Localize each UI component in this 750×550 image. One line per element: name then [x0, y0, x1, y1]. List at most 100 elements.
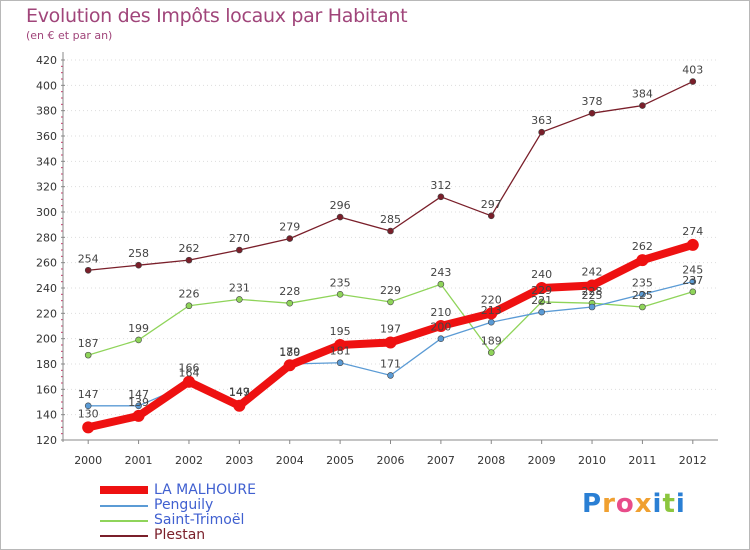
data-label: 220 [481, 293, 502, 306]
data-point [689, 288, 697, 296]
data-label: 149 [229, 385, 250, 398]
data-point [182, 375, 195, 388]
data-label: 187 [78, 337, 99, 350]
logo-letter: t [662, 489, 676, 519]
logo-letter: r [602, 489, 616, 519]
data-label: 296 [330, 199, 351, 212]
data-point [639, 303, 646, 311]
data-label: 228 [279, 285, 300, 298]
data-point [135, 336, 142, 344]
data-label: 240 [531, 268, 552, 281]
data-label: 225 [632, 289, 653, 302]
legend-label: LA MALHOURE [154, 482, 256, 498]
data-label: 147 [128, 388, 149, 401]
legend-label: Saint-Trimoël [154, 512, 245, 528]
data-point [586, 279, 599, 292]
data-point [185, 256, 193, 264]
data-point [236, 296, 243, 303]
data-label: 199 [128, 322, 149, 335]
x-tick-label: 2000 [74, 454, 102, 467]
data-label: 403 [682, 64, 703, 77]
data-label: 180 [279, 346, 300, 359]
legend-swatch [100, 535, 148, 537]
data-point [437, 280, 445, 288]
data-label: 221 [531, 294, 552, 307]
data-label: 312 [430, 179, 451, 192]
data-label: 200 [430, 321, 451, 334]
data-label: 262 [632, 240, 653, 253]
data-point [387, 298, 394, 306]
data-point [588, 303, 596, 311]
data-label: 164 [178, 366, 199, 379]
x-tick-label: 2006 [377, 454, 405, 467]
y-tick-label: 280 [36, 231, 57, 244]
data-label: 258 [128, 247, 149, 260]
data-point [535, 282, 548, 294]
x-tick-label: 2008 [477, 454, 505, 467]
x-tick-label: 2002 [175, 454, 203, 467]
data-label: 378 [582, 95, 603, 108]
data-label: 195 [330, 325, 351, 338]
data-label: 213 [481, 304, 502, 317]
y-tick-label: 320 [36, 181, 57, 194]
axes: 120 140 160 180 200 220 240 260 280 300 320 340 360 3… [36, 52, 718, 467]
line-chart: 120 140 160 180 200 220 240 260 280 300 320 340 360 3… [36, 52, 718, 467]
data-point [286, 235, 294, 242]
x-tick-label: 2001 [125, 454, 153, 467]
chart-subtitle: (en € et par an) [26, 29, 113, 42]
data-label: 237 [682, 274, 703, 287]
data-point [286, 299, 294, 307]
data-point [185, 302, 193, 310]
x-tick-label: 2009 [528, 454, 556, 467]
logo-letter: x [634, 489, 653, 519]
x-tick-label: 2012 [679, 454, 707, 467]
data-point [233, 399, 246, 412]
legend-label: Plestan [154, 527, 206, 543]
data-label: 262 [178, 242, 199, 255]
x-tick-label: 2005 [326, 454, 354, 467]
y-tick-label: 340 [36, 155, 57, 168]
data-label: 235 [632, 276, 653, 289]
data-label: 225 [582, 289, 603, 302]
data-point [387, 227, 394, 235]
legend-swatch [100, 520, 148, 522]
data-label: 166 [178, 362, 199, 375]
data-point [639, 102, 646, 109]
x-tick-label: 2004 [276, 454, 304, 467]
data-label: 229 [380, 284, 401, 297]
data-point [336, 213, 344, 221]
y-tick-label: 420 [36, 54, 57, 67]
legend-swatch [100, 486, 148, 494]
y-tick-label: 200 [36, 333, 57, 346]
data-point [336, 291, 344, 298]
legend-label: Penguily [154, 497, 214, 513]
data-point [334, 339, 347, 351]
data-label: 274 [682, 225, 703, 238]
logo-letter: i [652, 489, 663, 519]
data-point [236, 246, 243, 254]
data-label: 197 [380, 322, 401, 335]
data-label: 270 [229, 232, 250, 245]
data-label: 297 [481, 198, 502, 211]
data-point [538, 128, 545, 136]
data-label: 229 [531, 284, 552, 297]
y-tick-label: 180 [36, 358, 57, 371]
y-tick-label: 300 [36, 206, 57, 219]
data-point [132, 409, 145, 422]
data-label: 210 [430, 306, 451, 319]
data-label: 363 [531, 114, 552, 127]
data-label: 235 [330, 276, 351, 289]
data-point [135, 402, 142, 410]
y-tick-label: 140 [36, 409, 57, 422]
data-point [485, 307, 498, 320]
logo-letter: P [582, 489, 603, 519]
y-tick-label: 260 [36, 257, 57, 270]
data-label: 254 [78, 252, 99, 265]
data-label: 147 [78, 388, 99, 401]
data-point [689, 278, 697, 285]
chart-title: Evolution des Impôts locaux par Habitant [26, 5, 408, 27]
data-point [283, 359, 296, 372]
data-label: 285 [380, 213, 401, 226]
data-label: 139 [128, 396, 149, 409]
